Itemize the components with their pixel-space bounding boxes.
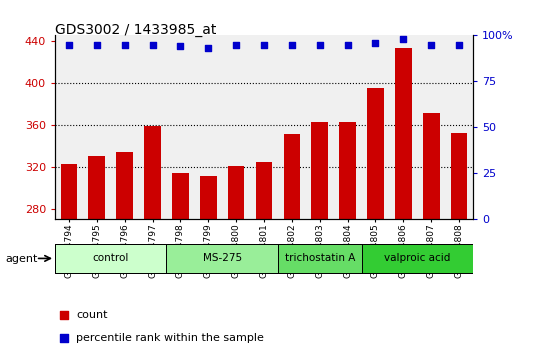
Point [120,42,129,47]
Bar [311,122,328,354]
Bar [89,156,105,354]
Text: percentile rank within the sample: percentile rank within the sample [76,333,265,343]
Text: agent: agent [6,254,38,264]
Bar [339,122,356,354]
Text: control: control [92,253,129,263]
Point [204,45,213,51]
Bar [116,152,133,354]
Point [148,42,157,47]
Point [64,42,73,47]
Bar [283,134,300,354]
Text: trichostatin A: trichostatin A [284,253,355,263]
Point [260,42,268,47]
Bar [228,166,245,354]
Bar [395,48,412,354]
Point [288,42,296,47]
Bar [367,88,384,354]
Bar [423,113,439,354]
Point [371,40,380,46]
Point [343,42,352,47]
Point [176,44,185,49]
FancyBboxPatch shape [55,244,167,273]
Bar [450,133,468,354]
Point [92,42,101,47]
FancyBboxPatch shape [361,244,473,273]
Point [399,36,408,42]
Bar [256,162,272,354]
Bar [200,176,217,354]
Bar [144,126,161,354]
Text: count: count [76,310,108,320]
Text: MS-275: MS-275 [202,253,242,263]
Point [232,42,240,47]
Point [315,42,324,47]
Point [455,42,464,47]
Point [427,42,436,47]
FancyBboxPatch shape [278,244,361,273]
Text: GDS3002 / 1433985_at: GDS3002 / 1433985_at [55,23,216,37]
Point [59,312,68,318]
FancyBboxPatch shape [167,244,278,273]
Text: valproic acid: valproic acid [384,253,450,263]
Bar [60,164,78,354]
Point [59,335,68,341]
Bar [172,173,189,354]
